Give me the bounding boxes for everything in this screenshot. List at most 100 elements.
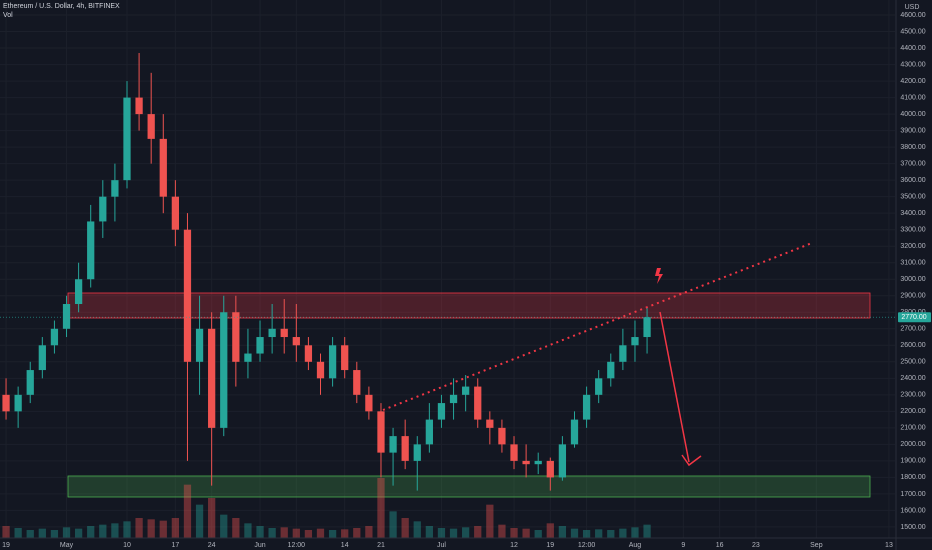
candle-body xyxy=(328,345,337,379)
candle-body xyxy=(449,394,458,404)
support-zone xyxy=(67,475,871,498)
volume-bar xyxy=(38,528,46,538)
y-tick-label: 1700.00 xyxy=(900,491,925,498)
y-tick-label: 3500.00 xyxy=(900,194,925,201)
candle-body xyxy=(389,436,397,453)
candle-body xyxy=(292,337,300,346)
y-tick-label: 3200.00 xyxy=(900,243,925,250)
candle-body xyxy=(62,304,71,329)
volume-bar xyxy=(570,528,579,538)
y-tick-label: 4100.00 xyxy=(900,94,925,101)
volume-bar xyxy=(462,527,470,538)
volume-bar xyxy=(328,530,337,538)
candle-body xyxy=(522,460,530,465)
y-tick-label: 2100.00 xyxy=(900,425,925,432)
candle-body xyxy=(377,411,385,453)
candle-body xyxy=(195,328,204,362)
x-tick-label: 23 xyxy=(752,542,760,549)
y-tick-label: 2500.00 xyxy=(900,359,925,366)
y-tick-label: 2600.00 xyxy=(900,342,925,349)
y-tick-label: 4200.00 xyxy=(900,78,925,85)
y-tick-label: 3100.00 xyxy=(900,260,925,267)
y-tick-label: 3600.00 xyxy=(900,177,925,184)
volume-bar xyxy=(595,529,603,538)
volume-bar xyxy=(643,524,651,538)
resistance-zone xyxy=(67,292,871,319)
candle-body xyxy=(437,403,446,420)
arrow-head xyxy=(681,454,702,467)
candle-body xyxy=(607,361,615,379)
y-tick-label: 4500.00 xyxy=(900,28,925,35)
y-tick-label: 1600.00 xyxy=(900,507,925,514)
candle-body xyxy=(123,97,131,181)
volume-bar xyxy=(582,530,591,538)
candle-body xyxy=(268,328,276,338)
volume-bar xyxy=(377,478,385,538)
volume-bar xyxy=(534,530,542,538)
y-tick-label: 3900.00 xyxy=(900,127,925,134)
volume-bar xyxy=(619,528,627,538)
candle-body xyxy=(74,279,83,305)
volume-bar xyxy=(425,526,433,538)
y-tick-label: 3300.00 xyxy=(900,227,925,234)
y-tick-label: 4400.00 xyxy=(900,45,925,52)
volume-bar xyxy=(268,528,276,538)
candle-body xyxy=(558,444,567,478)
candle-body xyxy=(220,312,228,428)
x-tick-label: Jun xyxy=(254,542,265,549)
volume-bar xyxy=(111,523,119,538)
candle-body xyxy=(341,345,349,371)
x-tick-label: Jul xyxy=(437,542,446,549)
volume-bar xyxy=(232,518,240,538)
volume-bar xyxy=(159,520,167,538)
volume-bar xyxy=(26,530,34,538)
volume-bar xyxy=(2,526,10,538)
x-tick-label: 12 xyxy=(510,542,518,549)
x-tick-label: 19 xyxy=(546,542,554,549)
volume-bar xyxy=(87,526,95,538)
volume-bar xyxy=(208,498,216,538)
y-tick-label: 4000.00 xyxy=(900,111,925,118)
currency-label: USD xyxy=(905,4,920,11)
x-tick-label: 14 xyxy=(341,542,349,549)
grid xyxy=(0,0,895,538)
candles xyxy=(2,53,651,491)
x-tick-label: May xyxy=(60,542,74,549)
y-tick-label: 1500.00 xyxy=(900,524,925,531)
volume-bar xyxy=(546,523,554,538)
x-tick-label: 12:00 xyxy=(288,542,306,549)
candle-body xyxy=(99,196,107,222)
candle-body xyxy=(643,317,651,338)
candle-body xyxy=(87,221,95,280)
candle-body xyxy=(280,328,288,338)
candle-body xyxy=(111,180,119,197)
volume-bar xyxy=(292,528,300,538)
candle-body xyxy=(619,345,627,362)
volume-bar xyxy=(353,528,361,538)
volume-bar xyxy=(135,518,143,538)
volume-bar xyxy=(147,519,155,538)
y-tick-label: 2400.00 xyxy=(900,375,925,382)
candle-body xyxy=(510,444,518,461)
y-tick-label: 2000.00 xyxy=(900,441,925,448)
candle-body xyxy=(26,370,34,395)
candle-body xyxy=(256,337,264,354)
y-tick-label: 1900.00 xyxy=(900,458,925,465)
volume-bar xyxy=(220,514,228,538)
candle-body xyxy=(413,444,421,461)
volume-bar xyxy=(510,528,518,538)
candle-body xyxy=(486,419,494,428)
y-tick-label: 2300.00 xyxy=(900,392,925,399)
volume-bar xyxy=(498,524,506,538)
candle-body xyxy=(208,328,216,428)
volume-bar xyxy=(171,518,179,538)
volume-bar xyxy=(244,523,252,538)
volume-bar xyxy=(304,530,313,538)
y-tick-label: 2700.00 xyxy=(900,326,925,333)
y-tick-label: 3400.00 xyxy=(900,210,925,217)
volume-bar xyxy=(558,526,567,538)
candle-body xyxy=(232,312,240,362)
y-tick-label: 3800.00 xyxy=(900,144,925,151)
volume-bar xyxy=(50,530,59,538)
last-price-box xyxy=(898,312,931,323)
